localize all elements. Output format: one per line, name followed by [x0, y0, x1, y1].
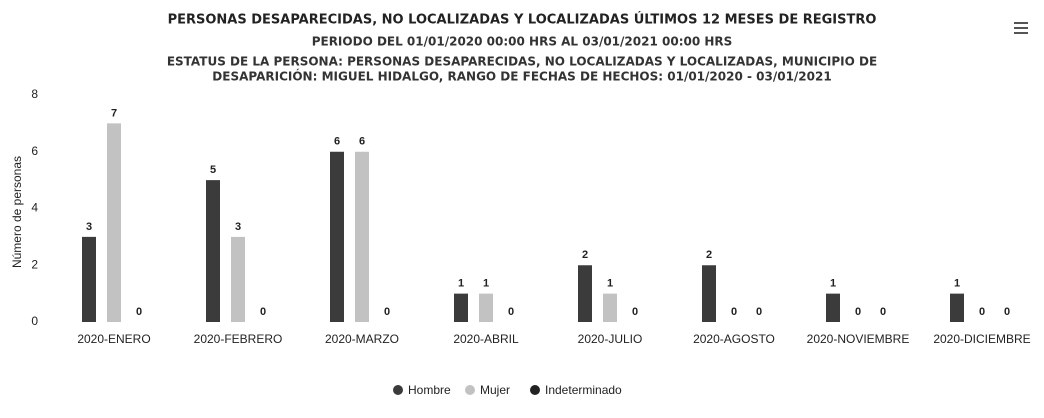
value-label: 2 [582, 249, 588, 261]
value-label: 0 [880, 306, 886, 318]
legend-marker [393, 385, 403, 395]
legend-marker [465, 385, 475, 395]
chart-subtitle: DESAPARICIÓN: MIGUEL HIDALGO, RANGO DE F… [212, 69, 831, 84]
bar [603, 293, 617, 322]
bar [479, 293, 493, 322]
x-tick-label: 2020-DICIEMBRE [933, 332, 1030, 346]
value-label: 0 [731, 306, 737, 318]
x-tick-label: 2020-ABRIL [453, 332, 519, 346]
chart-subtitle: PERIODO DEL 01/01/2020 00:00 HRS AL 03/0… [312, 35, 733, 49]
bar [826, 293, 840, 322]
value-label: 0 [979, 306, 985, 318]
value-label: 0 [384, 306, 390, 318]
value-label: 0 [136, 306, 142, 318]
x-tick-label: 2020-JULIO [578, 332, 643, 346]
bar [107, 123, 121, 322]
value-label: 0 [508, 306, 514, 318]
menu-button[interactable] [1014, 22, 1028, 34]
value-label: 1 [830, 278, 836, 290]
legend-label: Hombre [408, 383, 451, 397]
bar [82, 236, 96, 322]
chart-title: PERSONAS DESAPARECIDAS, NO LOCALIZADAS Y… [168, 12, 877, 28]
value-label: 1 [607, 278, 613, 290]
y-tick-label: 2 [31, 257, 38, 271]
value-label: 6 [359, 136, 365, 148]
value-label: 0 [855, 306, 861, 318]
legend-marker [530, 385, 540, 395]
value-label: 0 [756, 306, 762, 318]
bar [454, 293, 468, 322]
bar [206, 180, 220, 322]
value-label: 0 [1004, 306, 1010, 318]
bar [330, 151, 344, 322]
legend-label: Indeterminado [545, 383, 622, 397]
value-label: 6 [334, 136, 340, 148]
value-label: 3 [86, 221, 92, 233]
chart-subtitle: ESTATUS DE LA PERSONA: PERSONAS DESAPARE… [167, 55, 877, 69]
value-label: 1 [458, 278, 464, 290]
bar [950, 293, 964, 322]
y-tick-label: 0 [31, 314, 38, 328]
value-label: 0 [632, 306, 638, 318]
y-axis-label: Número de personas [10, 156, 24, 268]
bar [702, 265, 716, 322]
y-tick-label: 4 [31, 201, 38, 215]
value-label: 1 [954, 278, 960, 290]
value-label: 5 [210, 164, 216, 176]
x-tick-label: 2020-ENERO [77, 332, 150, 346]
y-tick-label: 6 [31, 144, 38, 158]
value-label: 0 [260, 306, 266, 318]
bar [231, 236, 245, 322]
x-tick-label: 2020-FEBRERO [194, 332, 283, 346]
value-label: 1 [483, 278, 489, 290]
value-label: 2 [706, 249, 712, 261]
value-label: 3 [235, 221, 241, 233]
legend-label: Mujer [480, 383, 510, 397]
x-tick-label: 2020-NOVIEMBRE [807, 332, 910, 346]
value-label: 7 [111, 107, 117, 119]
bar [355, 151, 369, 322]
x-tick-label: 2020-MARZO [325, 332, 399, 346]
y-tick-label: 8 [31, 87, 38, 101]
bar [578, 265, 592, 322]
x-tick-label: 2020-AGOSTO [693, 332, 775, 346]
